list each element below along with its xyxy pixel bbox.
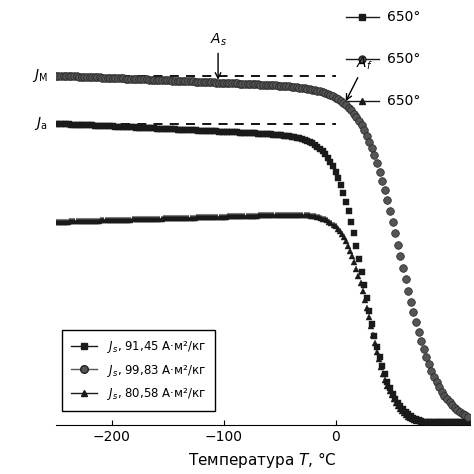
X-axis label: Температура $T$, °C: Температура $T$, °C — [189, 450, 337, 470]
Text: $A_s$: $A_s$ — [210, 31, 227, 78]
Text: 650°: 650° — [387, 52, 420, 66]
Legend: $J_s$, 91,45 А·м²/кг, $J_s$, 99,83 А·м²/кг, $J_s$, 80,58 А·м²/кг: $J_s$, 91,45 А·м²/кг, $J_s$, 99,83 А·м²/… — [62, 330, 215, 411]
Text: $J_\mathrm{M}$: $J_\mathrm{M}$ — [32, 67, 47, 84]
Text: 650°: 650° — [387, 10, 420, 24]
Text: $J_\mathrm{a}$: $J_\mathrm{a}$ — [34, 115, 47, 132]
Text: $A_f$: $A_f$ — [346, 56, 373, 100]
Text: 650°: 650° — [387, 94, 420, 108]
